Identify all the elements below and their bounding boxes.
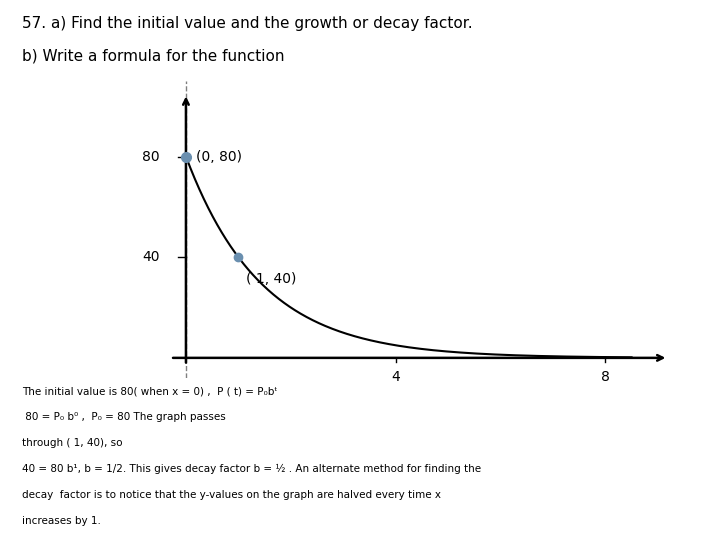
Text: 80: 80 [142,150,160,164]
Text: 4: 4 [391,370,400,384]
Text: 8: 8 [601,370,610,384]
Text: 80 = P₀ b⁰ ,  P₀ = 80 The graph passes: 80 = P₀ b⁰ , P₀ = 80 The graph passes [22,412,225,422]
Text: ( 1, 40): ( 1, 40) [246,272,297,286]
Text: increases by 1.: increases by 1. [22,516,101,526]
Text: 57. a) Find the initial value and the growth or decay factor.: 57. a) Find the initial value and the gr… [22,16,472,31]
Text: through ( 1, 40), so: through ( 1, 40), so [22,438,122,448]
Text: decay  factor is to notice that the y-values on the graph are halved every time : decay factor is to notice that the y-val… [22,490,441,500]
Text: b) Write a formula for the function: b) Write a formula for the function [22,49,284,64]
Text: (0, 80): (0, 80) [197,150,243,164]
Text: The initial value is 80( when x = 0) ,  P ( t) = P₀bᵗ: The initial value is 80( when x = 0) , P… [22,386,277,396]
Text: 40 = 80 b¹, b = 1/2. This gives decay factor b = ½ . An alternate method for fin: 40 = 80 b¹, b = 1/2. This gives decay fa… [22,464,481,474]
Text: 40: 40 [143,250,160,264]
